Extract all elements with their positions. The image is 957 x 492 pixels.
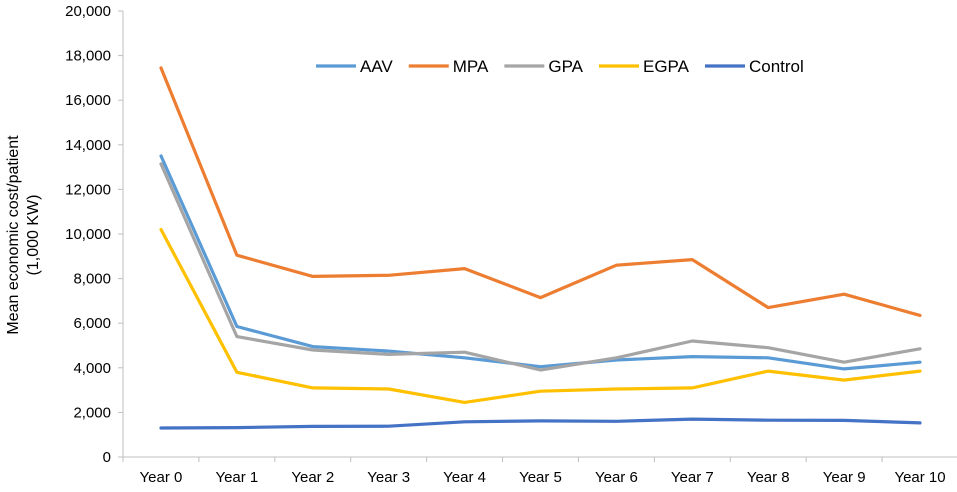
series-line-egpa (159, 227, 922, 404)
y-tick-label: 8,000 (73, 271, 111, 288)
legend-label-egpa: EGPA (643, 57, 690, 76)
x-tick-label: Year 3 (367, 469, 410, 486)
x-tick-label: Year 5 (519, 469, 562, 486)
y-tick-label: 18,000 (65, 48, 111, 65)
y-tick-label: 12,000 (65, 181, 111, 198)
series-line-control (159, 417, 922, 430)
y-tick-label: 4,000 (73, 360, 111, 377)
y-tick-label: 16,000 (65, 92, 111, 109)
y-tick-label: 20,000 (65, 3, 111, 20)
x-tick-label: Year 10 (894, 469, 945, 486)
x-tick-label: Year 1 (215, 469, 258, 486)
y-tick-label: 14,000 (65, 137, 111, 154)
y-axis-title-line-2: (1,000 KW) (25, 195, 42, 276)
x-tick-label: Year 6 (595, 469, 638, 486)
x-tick-label: Year 4 (443, 469, 486, 486)
x-tick-label: Year 2 (291, 469, 334, 486)
y-tick-label: 2,000 (73, 404, 111, 421)
legend-label-control: Control (749, 57, 804, 76)
legend-label-gpa: GPA (548, 57, 583, 76)
series-line-gpa (159, 162, 922, 372)
x-tick-label: Year 8 (747, 469, 790, 486)
x-tick-label: Year 7 (671, 469, 714, 486)
y-tick-label: 6,000 (73, 315, 111, 332)
y-tick-label: 10,000 (65, 226, 111, 243)
y-tick-labels: 0 2,000 4,000 6,000 8,000 10,000 12,000 14,000 1… (65, 3, 123, 466)
y-axis-title: Mean economic cost/patient (1,000 KW) (5, 135, 42, 335)
legend-label-mpa: MPA (453, 57, 489, 76)
legend: AAV MPA GPA EGPA Control (316, 57, 804, 76)
series-line-mpa (159, 66, 922, 317)
series-line-aav (159, 154, 922, 371)
x-tick-label: Year 9 (823, 469, 866, 486)
legend-label-aav: AAV (360, 57, 393, 76)
x-tick-labels: Year 0 Year 1 Year 2 Year 3 Year 4 Year 5 Year… (122, 457, 946, 486)
y-tick-label: 0 (103, 449, 111, 466)
y-axis-title-line-1: Mean economic cost/patient (5, 135, 22, 335)
series-lines (159, 66, 922, 430)
x-tick-label: Year 0 (140, 469, 183, 486)
